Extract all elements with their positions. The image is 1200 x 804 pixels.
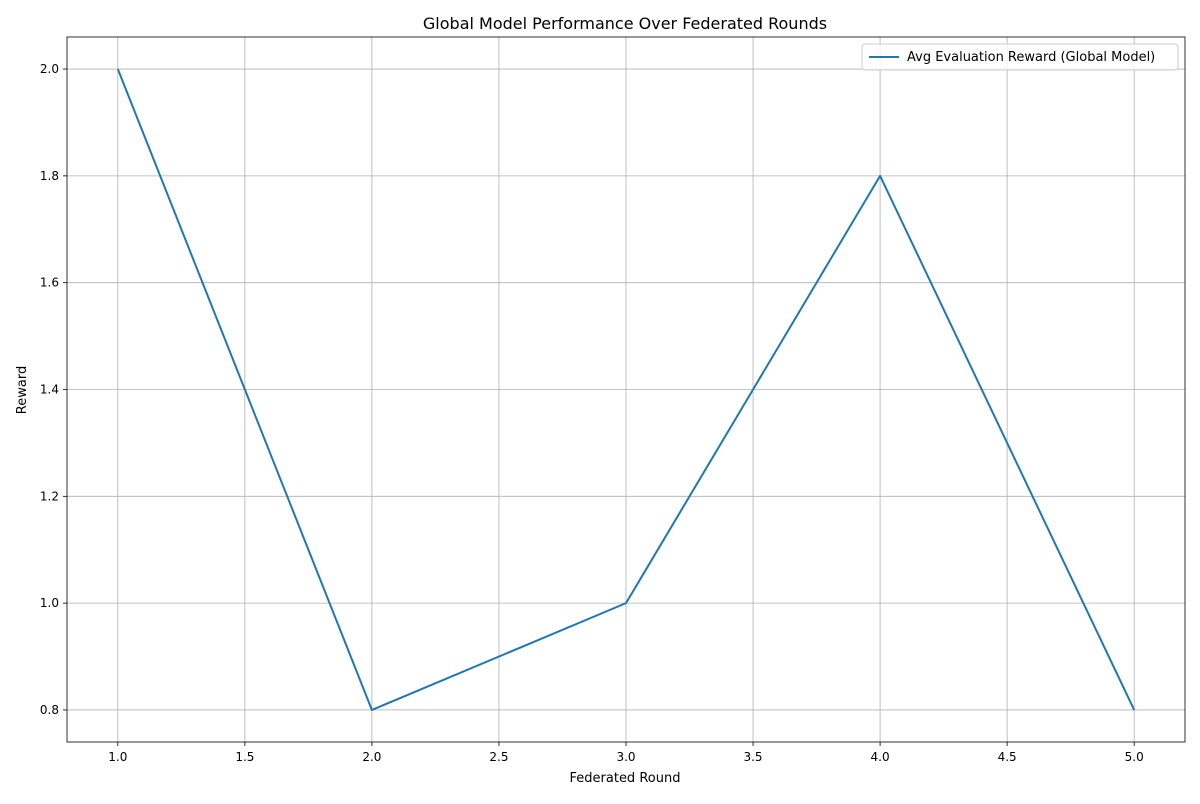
series-line — [116, 68, 1136, 711]
y-tick-label: 1.2 — [40, 489, 59, 503]
axes-layer: 1.0 1.5 2.0 2.5 3.0 3.5 4.0 4.5 5.0 0.8 1.0 1.2 1.4 1… — [40, 36, 1186, 764]
plot-frame — [66, 36, 1186, 743]
chart-title: Global Model Performance Over Federated … — [423, 14, 827, 33]
y-tick-label: 1.6 — [40, 276, 59, 290]
data-point — [371, 709, 373, 711]
y-tick-label: 1.4 — [40, 383, 59, 397]
data-point — [117, 68, 119, 70]
legend: Avg Evaluation Reward (Global Model) — [861, 43, 1179, 71]
x-tick-label: 4.5 — [998, 750, 1017, 764]
y-axis-label: Reward — [15, 366, 30, 414]
x-tick-label: 1.0 — [108, 750, 127, 764]
data-point — [625, 602, 627, 604]
legend-label: Avg Evaluation Reward (Global Model) — [907, 50, 1155, 65]
grid-layer — [67, 37, 1185, 742]
y-tick-label: 0.8 — [40, 703, 59, 717]
y-tick-label: 1.8 — [40, 169, 59, 183]
x-tick-label: 3.0 — [616, 750, 635, 764]
x-tick-label: 1.5 — [235, 750, 254, 764]
y-tick-label: 1.0 — [40, 596, 59, 610]
x-tick-label: 4.0 — [871, 750, 890, 764]
x-tick-label: 5.0 — [1125, 750, 1144, 764]
data-point — [1133, 709, 1135, 711]
x-tick-label: 3.5 — [743, 750, 762, 764]
series-layer — [116, 68, 1136, 711]
legend-frame — [861, 43, 1179, 71]
data-point — [879, 175, 881, 177]
x-tick-label: 2.0 — [362, 750, 381, 764]
x-tick-label: 2.5 — [489, 750, 508, 764]
y-tick-label: 2.0 — [40, 62, 59, 76]
x-axis-label: Federated Round — [570, 771, 681, 786]
